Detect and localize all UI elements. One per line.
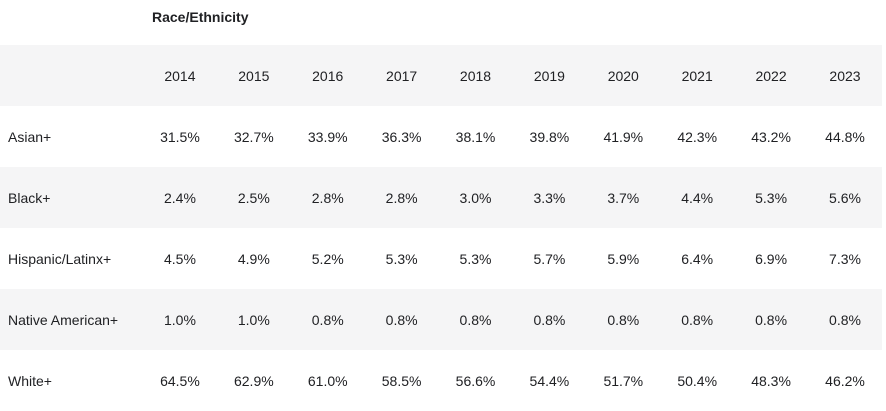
cell-black-2023: 5.6%	[829, 189, 861, 206]
cell-hispanic-latinx-2023: 7.3%	[829, 250, 861, 267]
cell-hispanic-latinx-2021: 6.4%	[681, 250, 714, 267]
cell-asian-2015: 32.7%	[233, 128, 274, 145]
cell-black-2022: 5.3%	[755, 189, 788, 206]
cell-white-2015: 62.9%	[233, 372, 274, 389]
row-label-black: Black+	[8, 189, 51, 206]
cell-native-american-2019: 0.8%	[533, 311, 566, 328]
year-header-2019: 2019	[533, 67, 565, 84]
cell-white-2014: 64.5%	[160, 372, 200, 389]
cell-native-american-2020: 0.8%	[607, 311, 640, 328]
cell-hispanic-latinx-2014: 4.5%	[163, 250, 196, 267]
cell-hispanic-latinx-2017: 5.3%	[385, 250, 418, 267]
table-body: Asian+ 31.5% 32.7% 33.9% 36.3% 38.1% 39.8% 41.9…	[0, 106, 882, 411]
year-header-2018: 2018	[459, 67, 492, 84]
year-header-2022: 2022	[755, 67, 787, 84]
cell-native-american-2014: 1.0%	[163, 311, 196, 328]
cell-asian-2019: 39.8%	[529, 128, 570, 145]
cell-white-2016: 61.0%	[307, 372, 348, 389]
cell-asian-2020: 41.9%	[603, 128, 644, 145]
year-header-2016: 2016	[312, 67, 344, 84]
cell-white-2019: 54.4%	[529, 372, 570, 389]
cell-white-2020: 51.7%	[603, 372, 644, 389]
row-label-asian: Asian+	[8, 128, 52, 145]
cell-native-american-2015: 1.0%	[237, 311, 270, 328]
cell-black-2015: 2.5%	[237, 189, 270, 206]
cell-native-american-2017: 0.8%	[385, 311, 418, 328]
cell-native-american-2023: 0.8%	[829, 311, 861, 328]
corner-cell	[0, 45, 143, 106]
row-label-native-american: Native American+	[8, 311, 119, 328]
year-header-2020: 2020	[607, 67, 639, 84]
table-row-hispanic-latinx: Hispanic/Latinx+ 4.5% 4.9% 5.2% 5.3% 5.3% 5.7%…	[0, 228, 882, 289]
cell-native-american-2021: 0.8%	[681, 311, 714, 328]
cell-hispanic-latinx-2018: 5.3%	[459, 250, 492, 267]
cell-asian-2023: 44.8%	[825, 128, 865, 145]
table-row-asian: Asian+ 31.5% 32.7% 33.9% 36.3% 38.1% 39.8% 41.9…	[0, 106, 882, 167]
row-label-white: White+	[8, 372, 52, 389]
table-row-native-american: Native American+ 1.0% 1.0% 0.8% 0.8% 0.8% 0.8%…	[0, 289, 882, 350]
cell-white-2018: 56.6%	[455, 372, 496, 389]
cell-hispanic-latinx-2015: 4.9%	[237, 250, 270, 267]
year-header-2021: 2021	[681, 67, 713, 84]
row-label-hispanic-latinx: Hispanic/Latinx+	[8, 250, 112, 267]
cell-asian-2018: 38.1%	[455, 128, 496, 145]
cell-native-american-2016: 0.8%	[311, 311, 344, 328]
cell-asian-2017: 36.3%	[381, 128, 422, 145]
cell-asian-2022: 43.2%	[751, 128, 791, 145]
year-header-row: 2014 2015 2016 2017 2018 2019 2020 2021 2022 2023	[0, 45, 882, 106]
cell-black-2020: 3.7%	[607, 189, 640, 206]
cell-native-american-2022: 0.8%	[755, 311, 788, 328]
cell-hispanic-latinx-2020: 5.9%	[607, 250, 640, 267]
year-header-2014: 2014	[164, 67, 196, 84]
cell-black-2016: 2.8%	[311, 189, 344, 206]
cell-white-2021: 50.4%	[677, 372, 718, 389]
table-row-white: White+ 64.5% 62.9% 61.0% 58.5% 56.6% 54.4% 51.7…	[0, 350, 882, 411]
year-header-2017: 2017	[386, 67, 418, 84]
cell-hispanic-latinx-2022: 6.9%	[755, 250, 788, 267]
cell-asian-2021: 42.3%	[677, 128, 718, 145]
cell-black-2021: 4.4%	[681, 189, 714, 206]
year-header-2015: 2015	[238, 67, 270, 84]
cell-white-2022: 48.3%	[751, 372, 791, 389]
cell-black-2019: 3.3%	[533, 189, 566, 206]
table-caption: Race/Ethnicity	[152, 9, 249, 25]
cell-white-2023: 46.2%	[825, 372, 865, 389]
table-row-black: Black+ 2.4% 2.5% 2.8% 2.8% 3.0% 3.3% 3.7% 4.4% 5.…	[0, 167, 882, 228]
cell-black-2018: 3.0%	[459, 189, 492, 206]
cell-white-2017: 58.5%	[381, 372, 422, 389]
cell-black-2014: 2.4%	[163, 189, 196, 206]
year-header-2023: 2023	[829, 67, 861, 84]
cell-native-american-2018: 0.8%	[459, 311, 492, 328]
cell-black-2017: 2.8%	[385, 189, 418, 206]
cell-asian-2014: 31.5%	[160, 128, 200, 145]
cell-hispanic-latinx-2019: 5.7%	[533, 250, 566, 267]
cell-hispanic-latinx-2016: 5.2%	[311, 250, 344, 267]
race-ethnicity-table: 2014 2015 2016 2017 2018 2019 2020 2021 2022 2023…	[0, 45, 882, 411]
cell-asian-2016: 33.9%	[307, 128, 348, 145]
